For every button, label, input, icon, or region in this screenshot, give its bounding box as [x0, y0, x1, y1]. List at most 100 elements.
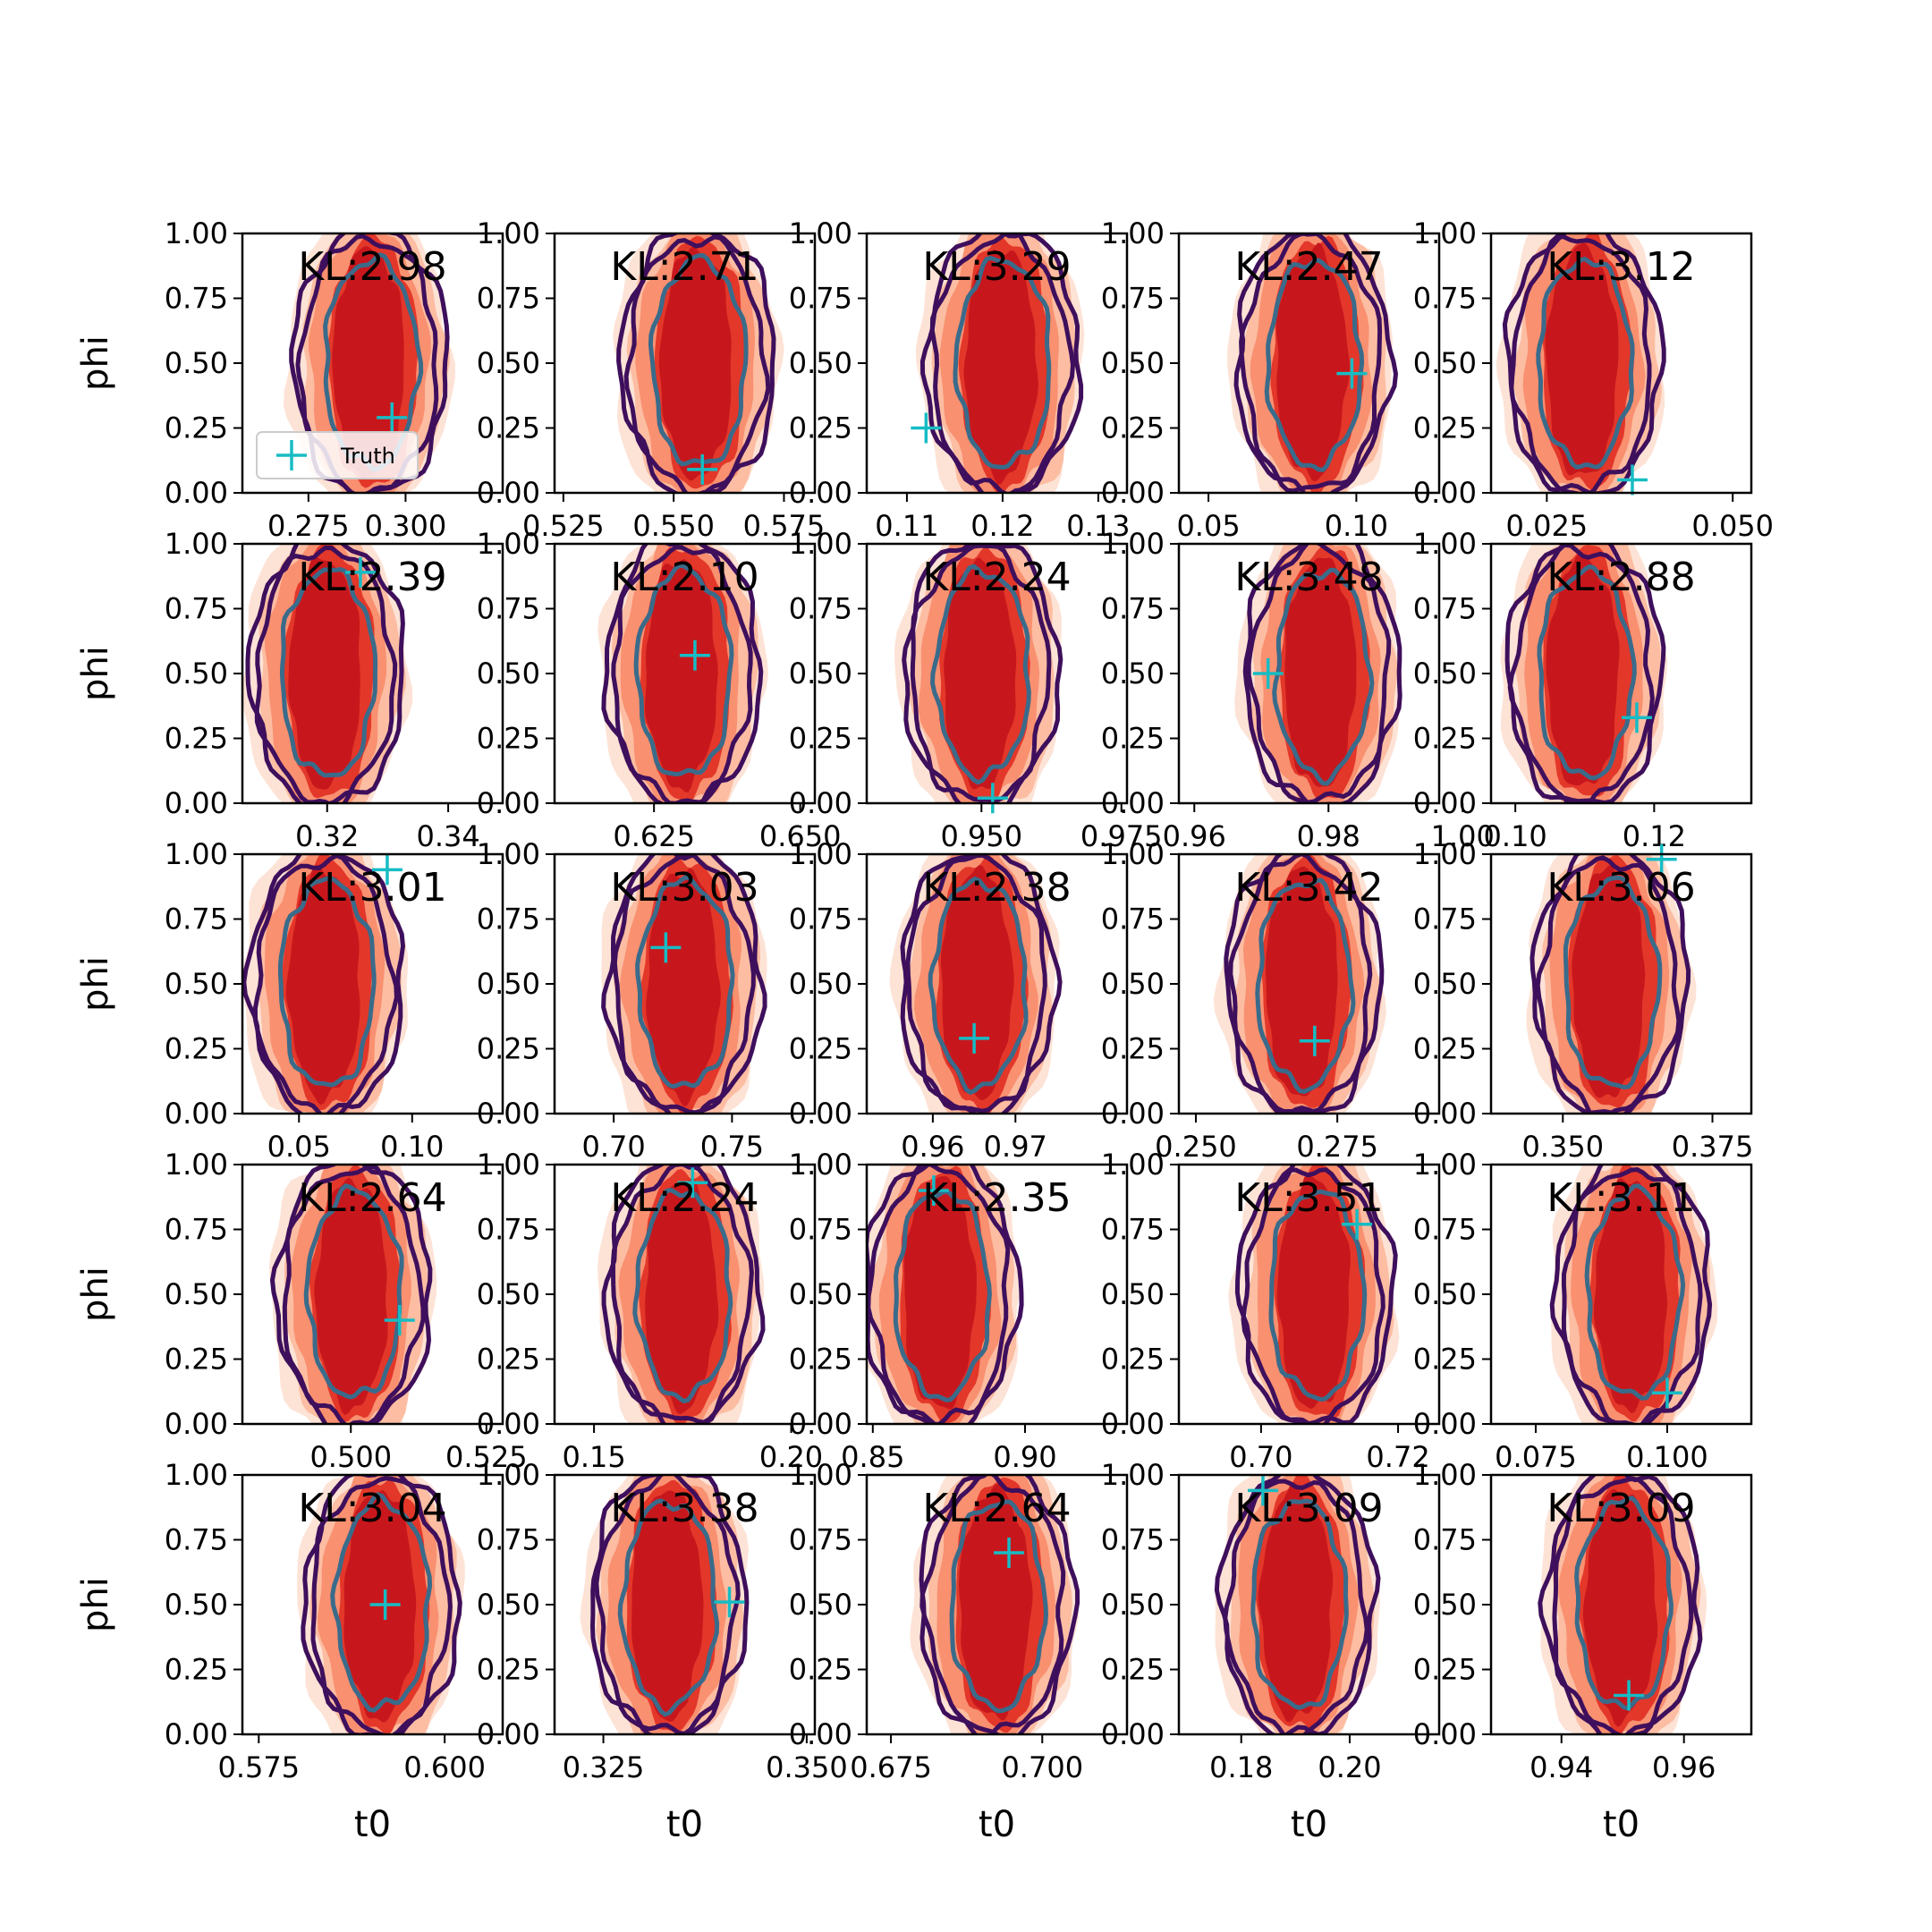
outer-contour-a — [919, 233, 1084, 493]
density-fill-level-5 — [1582, 1488, 1658, 1727]
truth-marker — [344, 556, 376, 588]
density-fill-level-5 — [1258, 1482, 1334, 1723]
density-fill-level-5 — [288, 556, 360, 790]
y-tick-label: 0.00 — [165, 786, 228, 820]
inner-contour — [330, 1492, 433, 1713]
panel-12: 0.00 0.25 0.50 0.75 1.00 0.70 0.75 KL:3.03 — [477, 837, 817, 1164]
kl-label: KL:3.29 — [922, 244, 1071, 290]
y-tick-label: 0.00 — [165, 1407, 228, 1441]
density-fill-level-5 — [658, 246, 732, 481]
y-tick-label: 0.25 — [1101, 722, 1165, 756]
y-tick-label: 0.50 — [1413, 967, 1477, 1001]
truth-marker — [650, 932, 682, 963]
density-fill-level-5 — [940, 864, 1014, 1101]
outer-contour-b — [1223, 1479, 1369, 1734]
y-tick-label: 0.25 — [1413, 1343, 1477, 1377]
outer-contour-b — [929, 233, 1076, 493]
inner-contour — [1264, 258, 1365, 473]
density-contours — [889, 854, 1063, 1114]
y-tick-label: 0.25 — [1101, 411, 1165, 445]
x-tick-label: 0.85 — [841, 1440, 904, 1474]
y-tick-label: 0.50 — [477, 346, 540, 380]
y-tick-label: 1.00 — [1101, 216, 1165, 250]
truth-marker — [1299, 1025, 1330, 1056]
truth-marker — [1336, 358, 1368, 389]
panel-22: 0.00 0.25 0.50 0.75 1.00 0.325 0.350 KL:3.38 t0 — [477, 1458, 848, 1845]
inner-contour — [1537, 564, 1637, 781]
inner-contour — [893, 1189, 992, 1402]
density-fill-level-5 — [1276, 1174, 1351, 1410]
y-tick-label: 0.25 — [1413, 411, 1477, 445]
density-contours — [597, 1165, 766, 1424]
panel-4: 0.00 0.25 0.50 0.75 1.00 0.05 0.10 KL:2.47 — [1101, 216, 1441, 543]
y-tick-label: 0.00 — [1413, 476, 1477, 510]
y-tick-label: 0.25 — [477, 1032, 540, 1066]
x-tick-label: 0.10 — [1484, 819, 1547, 853]
panel-11: 0.00 0.25 0.50 0.75 1.00 0.05 0.10 KL:3.01 phi — [75, 837, 504, 1164]
kl-label: KL:2.38 — [922, 865, 1071, 911]
density-contours — [613, 233, 784, 493]
y-tick-label: 0.25 — [1101, 1032, 1165, 1066]
outer-contour-b — [623, 234, 771, 493]
x-tick-label: 0.550 — [632, 509, 715, 543]
y-tick-label: 0.00 — [1413, 1717, 1477, 1751]
x-tick-label: 0.350 — [1521, 1130, 1604, 1164]
y-axis-label: phi — [75, 646, 116, 701]
y-tick-label: 0.25 — [477, 1343, 540, 1377]
y-tick-label: 1.00 — [477, 1148, 540, 1182]
outer-contour-a — [601, 1165, 766, 1424]
y-tick-label: 1.00 — [477, 527, 540, 561]
y-tick-label: 0.75 — [1413, 592, 1477, 626]
panel-23: 0.00 0.25 0.50 0.75 1.00 0.675 0.700 KL:2.64 t0 — [789, 1458, 1129, 1845]
outer-contour-b — [310, 1476, 453, 1734]
density-fill-level-5 — [631, 1490, 704, 1722]
x-tick-label: 1.00 — [1431, 819, 1495, 853]
y-tick-label: 0.25 — [1413, 1653, 1477, 1687]
inner-contour — [1255, 877, 1356, 1094]
x-tick-label: 0.600 — [403, 1750, 486, 1784]
y-tick-label: 1.00 — [789, 216, 852, 250]
outer-contour-b — [612, 854, 756, 1114]
y-tick-label: 1.00 — [1101, 1148, 1165, 1182]
outer-contour-a — [1224, 854, 1385, 1114]
y-tick-label: 0.75 — [165, 592, 228, 626]
y-tick-label: 0.00 — [477, 1717, 540, 1751]
y-tick-label: 1.00 — [477, 837, 540, 871]
y-tick-label: 0.00 — [1101, 1717, 1165, 1751]
y-tick-label: 0.00 — [1101, 476, 1165, 510]
x-tick-label: 0.025 — [1506, 509, 1589, 543]
y-tick-label: 0.75 — [1101, 1523, 1165, 1557]
panel-5: 0.00 0.25 0.50 0.75 1.00 0.025 0.050 KL:3.12 — [1413, 216, 1774, 543]
kl-label: KL:2.24 — [610, 1175, 758, 1221]
y-tick-label: 0.25 — [1101, 1653, 1165, 1687]
y-tick-label: 0.75 — [477, 282, 540, 316]
y-tick-label: 0.75 — [477, 1523, 540, 1557]
inner-contour — [1268, 1189, 1368, 1402]
density-fill-level-5 — [1266, 866, 1338, 1097]
panel-7: 0.00 0.25 0.50 0.75 1.00 0.625 0.650 KL:2.10 — [477, 527, 842, 853]
y-axis-label: phi — [75, 1577, 116, 1632]
y-tick-label: 0.75 — [165, 282, 228, 316]
y-tick-label: 1.00 — [1413, 837, 1477, 871]
y-tick-label: 0.00 — [477, 786, 540, 820]
x-tick-label: 0.250 — [1155, 1130, 1237, 1164]
y-tick-label: 0.50 — [789, 1588, 852, 1622]
y-tick-label: 0.50 — [1101, 1588, 1165, 1622]
y-tick-label: 0.50 — [789, 346, 852, 380]
y-tick-label: 0.75 — [1101, 282, 1165, 316]
truth-marker — [1646, 843, 1677, 875]
y-tick-label: 0.25 — [477, 411, 540, 445]
y-tick-label: 0.50 — [165, 1277, 228, 1311]
kl-label: KL:2.64 — [922, 1486, 1071, 1531]
outer-contour-a — [1242, 544, 1402, 803]
legend-label: Truth — [340, 444, 395, 469]
x-tick-label: 0.05 — [1176, 509, 1240, 543]
density-fill-level-5 — [1546, 553, 1620, 786]
x-tick-label: 0.11 — [875, 509, 938, 543]
y-tick-label: 0.00 — [789, 1097, 852, 1131]
y-tick-label: 0.50 — [1413, 1277, 1477, 1311]
y-tick-label: 0.00 — [789, 1717, 852, 1751]
outer-contour-a — [1504, 544, 1666, 803]
y-tick-label: 0.75 — [1413, 1213, 1477, 1247]
density-contours — [601, 854, 767, 1114]
